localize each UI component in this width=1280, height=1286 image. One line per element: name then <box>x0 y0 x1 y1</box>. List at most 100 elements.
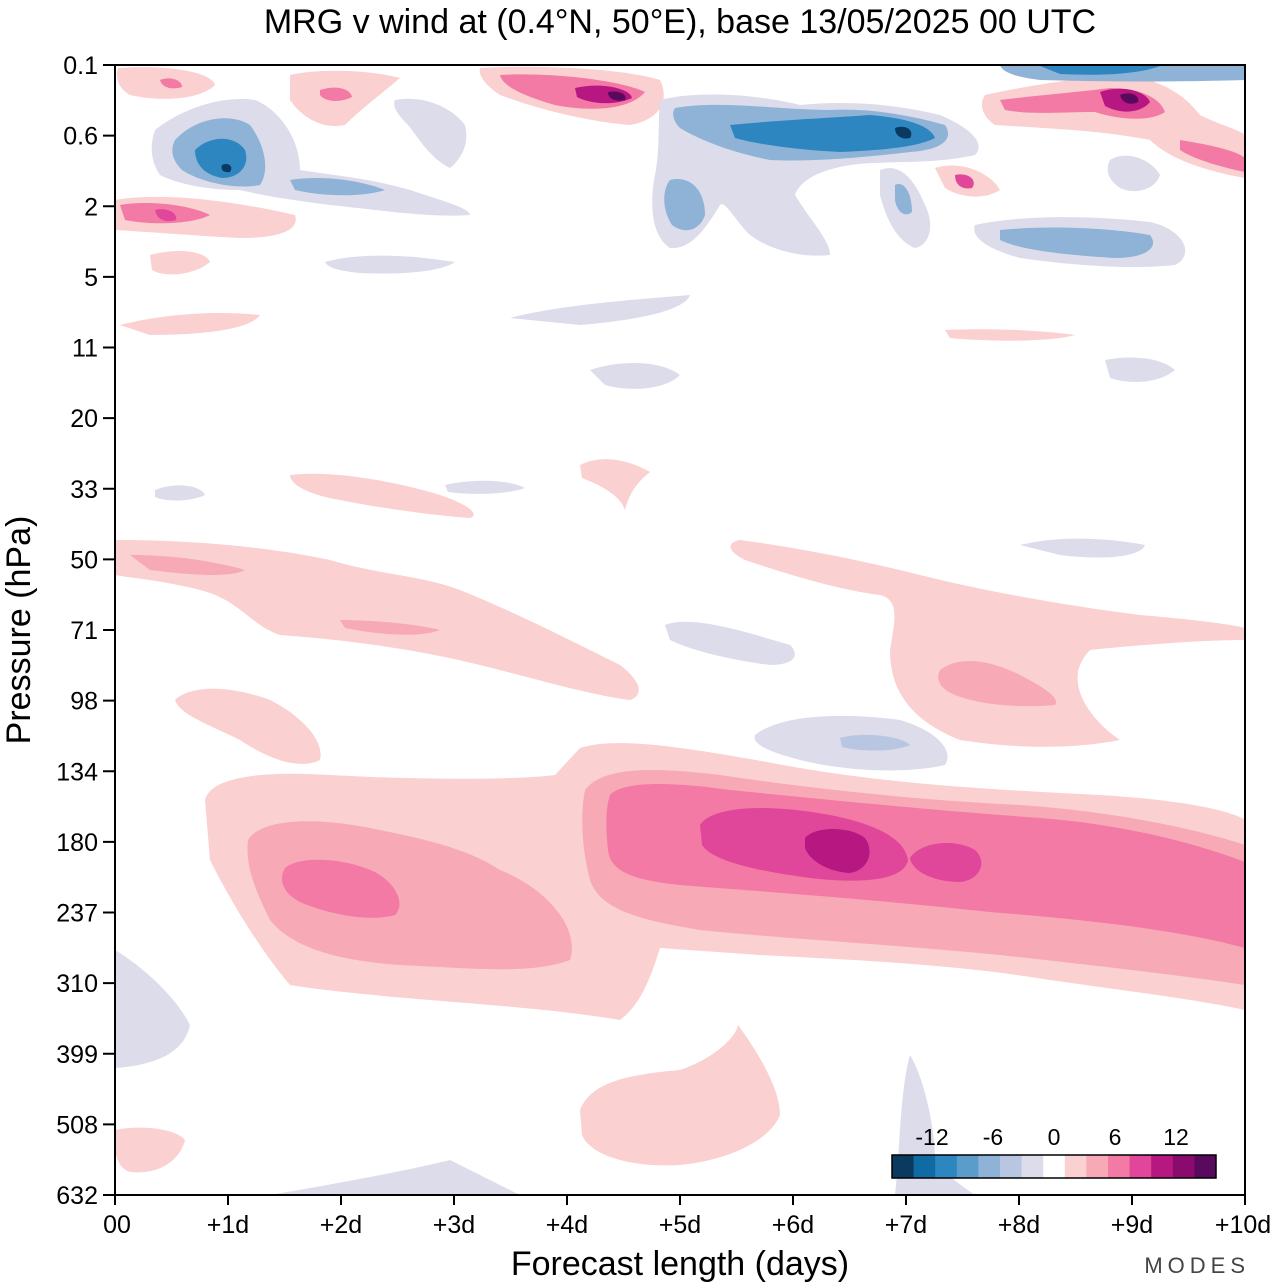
contour-top-p4e <box>1180 140 1245 172</box>
y-tick-label: 632 <box>56 1182 98 1210</box>
contour-top-n2 <box>394 98 467 168</box>
x-tick-label: +10d <box>1215 1211 1271 1239</box>
x-axis: 00 +1d +2d +3d +4d +5d +6d +7d +8d +9d +10d <box>103 1195 1271 1239</box>
y-tick-label: 33 <box>70 476 98 504</box>
x-tick-label: +7d <box>885 1211 927 1239</box>
contour-fill <box>115 65 1245 1195</box>
colorbar-swatch <box>1086 1155 1109 1178</box>
y-tick-label: 134 <box>56 758 98 786</box>
colorbar-swatch <box>1000 1155 1023 1178</box>
colorbar-swatch <box>1172 1155 1195 1178</box>
contour-strat-a2 <box>130 555 245 575</box>
colorbar-swatch <box>1194 1155 1217 1178</box>
contour-mid-blob7 <box>580 459 650 510</box>
y-tick-label: 11 <box>72 335 98 363</box>
contour-neg-mid2 <box>840 734 910 751</box>
contour-top-p4d <box>1120 93 1139 104</box>
colorbar-label: -6 <box>983 1124 1003 1150</box>
colorbar-swatch <box>913 1155 936 1178</box>
colorbar-swatch <box>956 1155 979 1178</box>
contour-low-neg2 <box>270 1160 520 1195</box>
contour-mid-blob6 <box>290 473 474 518</box>
contour-strat-b <box>730 540 1245 747</box>
contour-mid-blob3 <box>1105 357 1175 382</box>
y-tick-label: 98 <box>70 688 98 716</box>
y-tick-label: 310 <box>56 970 98 998</box>
contour-top-n1e <box>290 178 385 196</box>
contour-top-p1b <box>160 78 182 89</box>
colorbar-swatch <box>1021 1155 1044 1178</box>
x-tick-label: +2d <box>320 1211 362 1239</box>
contour-top-n3d <box>895 126 912 139</box>
contour-jet-12b <box>910 843 982 882</box>
y-tick-label: 0.1 <box>63 52 98 80</box>
x-tick-label: +1d <box>207 1211 249 1239</box>
colorbar-label: 12 <box>1163 1124 1189 1150</box>
colorbar-swatch <box>892 1155 915 1178</box>
contour-top-n4b <box>1040 66 1160 75</box>
y-tick-label: 71 <box>70 617 98 645</box>
colorbar-swatch <box>1129 1155 1152 1178</box>
contour-mid-blob8 <box>155 485 205 501</box>
y-axis: 0.1 0.6 2 5 11 20 33 50 71 98 134 180 237 310 399 508 63… <box>56 52 115 1210</box>
y-tick-label: 508 <box>56 1111 98 1139</box>
contour-strat-a3 <box>340 620 440 635</box>
contour-strat-c <box>175 688 321 764</box>
contour-top-p7b <box>955 174 974 189</box>
colorbar-label: 6 <box>1109 1124 1122 1150</box>
y-tick-label: 0.6 <box>63 123 98 151</box>
y-tick-label: 399 <box>56 1041 98 1069</box>
chart-title: MRG v wind at (0.4°N, 50°E), base 13/05/… <box>264 3 1096 41</box>
contour-jet-15 <box>805 829 870 873</box>
contour-top-p5c <box>155 209 177 222</box>
x-tick-label: +6d <box>772 1211 814 1239</box>
contour-top-n3c <box>730 115 935 152</box>
contour-top-n3e <box>664 179 705 231</box>
y-tick-label: 237 <box>56 900 98 928</box>
contour-top-n8 <box>325 255 455 274</box>
x-tick-label: +8d <box>998 1211 1040 1239</box>
colorbar-frame <box>891 1154 1217 1179</box>
x-tick-label: +5d <box>659 1211 701 1239</box>
contour-jet-9b <box>281 859 400 918</box>
y-tick-label: 5 <box>84 264 98 292</box>
contour-top-p6 <box>150 250 210 275</box>
x-tick-label: +3d <box>433 1211 475 1239</box>
contour-top-n5b <box>1000 227 1154 258</box>
colorbar-swatch <box>1108 1155 1131 1178</box>
y-axis-label: Pressure (hPa) <box>0 516 38 745</box>
x-tick-label: +4d <box>546 1211 588 1239</box>
contour-low-pos <box>580 1025 780 1166</box>
contour-mid-blob1 <box>120 313 260 335</box>
contour-top-n1c <box>195 138 247 178</box>
contour-mid-blob5 <box>510 295 690 325</box>
contour-low-neg <box>115 950 190 1068</box>
contour-strat-b2 <box>938 660 1056 707</box>
colorbar-swatch <box>1043 1155 1066 1178</box>
colorbar-swatch <box>978 1155 1001 1178</box>
contour-top-p2b <box>320 87 352 101</box>
x-tick-label: +9d <box>1111 1211 1153 1239</box>
contour-top-n6b <box>895 184 912 215</box>
contour-jet-6 <box>247 821 572 970</box>
contour-mid-blob9 <box>445 480 525 494</box>
modes-logo: MODES <box>1144 1253 1250 1278</box>
colorbar-swatch <box>1064 1155 1087 1178</box>
y-tick-label: 180 <box>56 829 98 857</box>
contour-mid-blob4 <box>590 363 680 389</box>
colorbar-swatch <box>1151 1155 1174 1178</box>
y-tick-label: 50 <box>70 546 98 574</box>
contour-top-p3d <box>608 91 626 101</box>
contour-neg-mid3 <box>665 621 795 665</box>
contour-low-pos2 <box>115 1127 185 1173</box>
colorbar-label: 0 <box>1048 1124 1061 1150</box>
colorbar: -12 -6 0 6 12 <box>891 1124 1217 1179</box>
contour-top-n7 <box>1107 155 1160 192</box>
contour-neg-mid4 <box>1020 538 1145 558</box>
colorbar-label: -12 <box>915 1124 948 1150</box>
contour-mid-blob2 <box>945 329 1075 341</box>
contour-top-n1d <box>221 163 232 173</box>
y-tick-label: 2 <box>84 193 98 221</box>
contour-strat-a <box>115 540 639 700</box>
